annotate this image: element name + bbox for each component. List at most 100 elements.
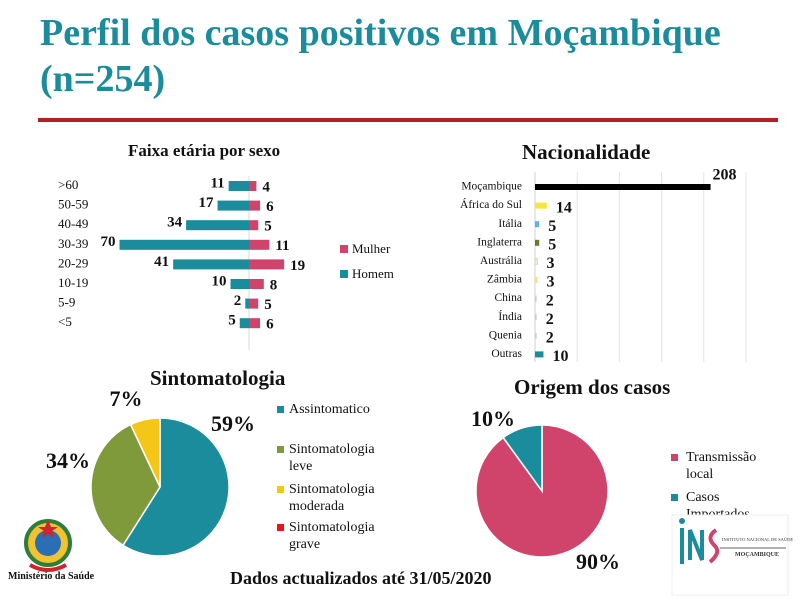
age-label-homem: 11 [210,175,224,191]
origin-legend-label: local [686,467,713,482]
nationality-tick-label: Outras [491,348,522,360]
legend-label-homem: Homem [352,266,394,281]
legend-label-mulher: Mulher [352,241,391,256]
legend-swatch-mulher [340,245,348,253]
nationality-bar [535,295,537,302]
symptoms-legend-label: grave [289,537,320,552]
emblem-ribbon [29,563,67,572]
origin-slice-label: 10% [471,406,515,431]
nationality-bar [535,239,540,246]
symptoms-legend-swatch [277,446,284,453]
origin-slice [502,424,543,494]
age-tick-label: <5 [58,314,72,329]
age-bar-mulher [249,298,259,309]
age-label-mulher: 4 [262,179,270,195]
age-bar-mulher [249,239,270,250]
age-label-homem: 70 [101,234,116,250]
age-tick-label: 40-49 [58,216,88,231]
age-bar-homem [186,220,249,231]
origin-legend-label: Transmissão [686,450,756,465]
age-bar-homem [230,279,249,289]
ins-logo-frame [671,514,789,596]
nationality-value-label: 5 [548,236,556,253]
symptoms-legend-label: Sintomatologia [289,520,375,535]
page-title: Perfil dos casos positivos em Moçambique… [40,12,721,100]
age-label-mulher: 8 [270,277,278,293]
age-bar-homem [228,181,249,191]
nationality-bar [535,184,711,190]
ins-logo: INSTITUTO NACIONAL DE SAÚDE MOÇAMBIQUE [671,514,793,596]
origin-legend-swatch [671,454,678,461]
symptoms-legend-label: Sintomatologia [289,482,375,497]
nationality-bar [535,314,537,321]
ins-logo-head [679,518,685,524]
nationality-bar [535,202,547,209]
age-label-homem: 10 [212,273,227,289]
nationality-value-label: 2 [546,311,554,328]
ins-logo-subtext: MOÇAMBIQUE [735,552,779,558]
age-bar-homem [119,239,249,250]
age-label-homem: 34 [167,215,183,231]
nationality-value-label: 3 [547,255,555,272]
ins-logo-text: INSTITUTO NACIONAL DE SAÚDE [722,537,793,542]
symptoms-legend-swatch [277,524,284,531]
age-bar-mulher [249,200,261,211]
symptoms-slice [121,417,230,557]
nationality-value-label: 14 [556,199,572,216]
age-label-homem: 2 [234,293,242,309]
origin-legend-swatch [671,494,678,501]
age-tick-label: 20-29 [58,255,88,270]
symptoms-legend-label: Assintomatico [289,402,370,417]
age-bar-mulher [249,259,285,270]
age-tick-label: 30-39 [58,236,88,251]
origin-chart-title: Origem dos casos [514,375,671,399]
origin-legend-label: Casos [686,490,719,505]
nationality-tick-label: Quenia [489,329,522,341]
nationality-bar [535,277,538,283]
nationality-bar [535,221,540,228]
age-label-mulher: 19 [290,258,305,274]
age-bar-mulher [249,220,259,231]
age-tick-label: 10-19 [58,275,88,290]
update-date-footer: Dados actualizados até 31/05/2020 [230,568,492,588]
symptoms-slice [90,423,161,547]
origin-slice-label: 90% [576,549,620,574]
nationality-tick-label: Zâmbia [487,274,522,286]
nationality-value-label: 2 [546,292,554,309]
age-tick-label: >60 [58,177,78,192]
nationality-value-label: 10 [552,348,568,365]
symptoms-slice-label: 34% [46,448,90,473]
ins-logo-n [688,529,704,561]
nationality-tick-label: China [495,292,522,304]
symptoms-slice-label: 7% [110,386,143,411]
symptoms-chart-title: Sintomatologia [150,366,286,390]
ins-logo-s [708,528,720,564]
age-bar-mulher [249,279,264,289]
nationality-bar [535,351,544,358]
age-tick-label: 50-59 [58,197,88,212]
emblem-star [38,520,58,538]
age-bar-homem [245,298,249,309]
age-label-mulher: 6 [266,199,274,215]
age-label-mulher: 5 [264,297,272,313]
age-bar-mulher [249,181,257,191]
mozambique-emblem [24,519,72,572]
nationality-chart-title: Nacionalidade [522,140,651,164]
symptoms-legend-swatch [277,486,284,493]
age-bar-homem [217,200,249,211]
age-chart-title: Faixa etária por sexo [128,141,281,160]
nationality-tick-label: Itália [498,218,522,230]
age-label-homem: 5 [228,313,236,329]
title-divider [38,118,778,122]
legend-swatch-homem [340,270,348,278]
symptoms-legend-label: moderada [289,499,345,514]
age-bar-homem [239,318,249,329]
age-bar-mulher [249,318,261,329]
age-label-homem: 17 [199,195,215,211]
emblem-globe [35,530,61,556]
nationality-tick-label: Austrália [480,255,522,267]
symptoms-slice [129,417,161,488]
age-label-mulher: 6 [266,317,274,333]
ministry-label: Ministério da Saúde [8,571,95,582]
